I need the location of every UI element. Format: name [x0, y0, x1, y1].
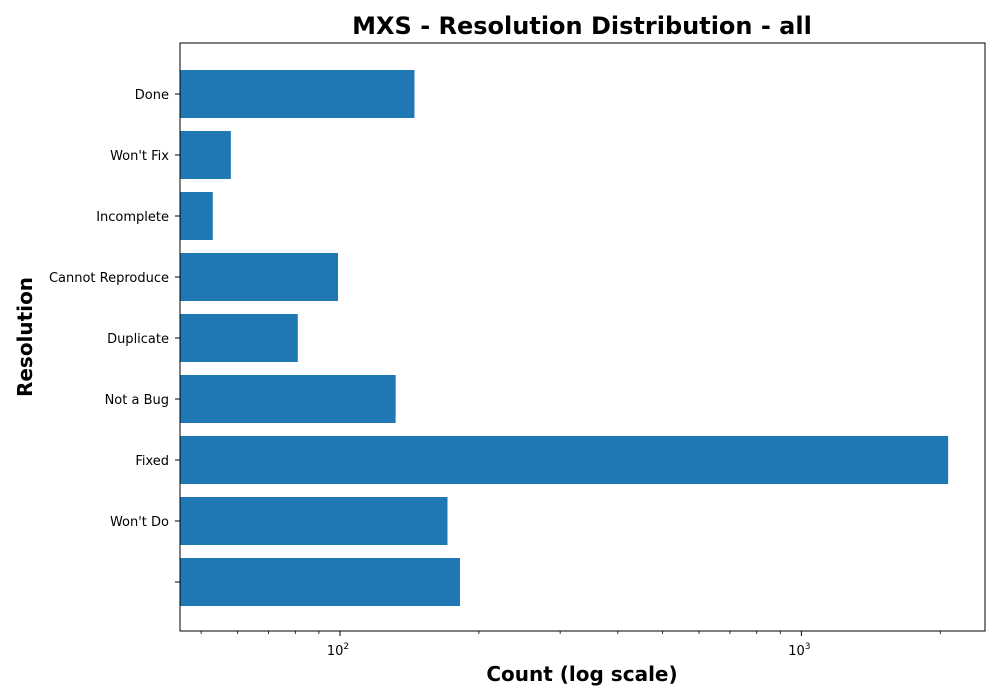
y-tick-label: Duplicate: [107, 332, 169, 347]
bar: [180, 131, 231, 179]
x-tick-label: 103: [788, 642, 810, 659]
x-tick-label: 102: [327, 642, 349, 659]
y-tick-label: Incomplete: [96, 210, 169, 225]
bar: [180, 436, 948, 484]
y-tick-label: Cannot Reproduce: [49, 271, 169, 286]
bar: [180, 375, 396, 423]
y-tick-label: Not a Bug: [105, 393, 169, 408]
bar: [180, 70, 414, 118]
y-tick-label: Fixed: [135, 454, 169, 469]
bar: [180, 497, 448, 545]
y-axis-label: Resolution: [13, 277, 37, 397]
bar: [180, 558, 460, 606]
bar: [180, 192, 213, 240]
y-tick-label: Done: [135, 88, 169, 103]
plot-area: Done Won't Fix Incomplete Cannot Reproduce D…: [49, 43, 985, 659]
y-tick-label: Won't Do: [110, 515, 169, 530]
bar: [180, 253, 338, 301]
bar: [180, 314, 298, 362]
x-axis-label: Count (log scale): [486, 662, 677, 686]
chart-title: MXS - Resolution Distribution - all: [352, 12, 812, 40]
y-tick-label: Won't Fix: [110, 149, 169, 164]
